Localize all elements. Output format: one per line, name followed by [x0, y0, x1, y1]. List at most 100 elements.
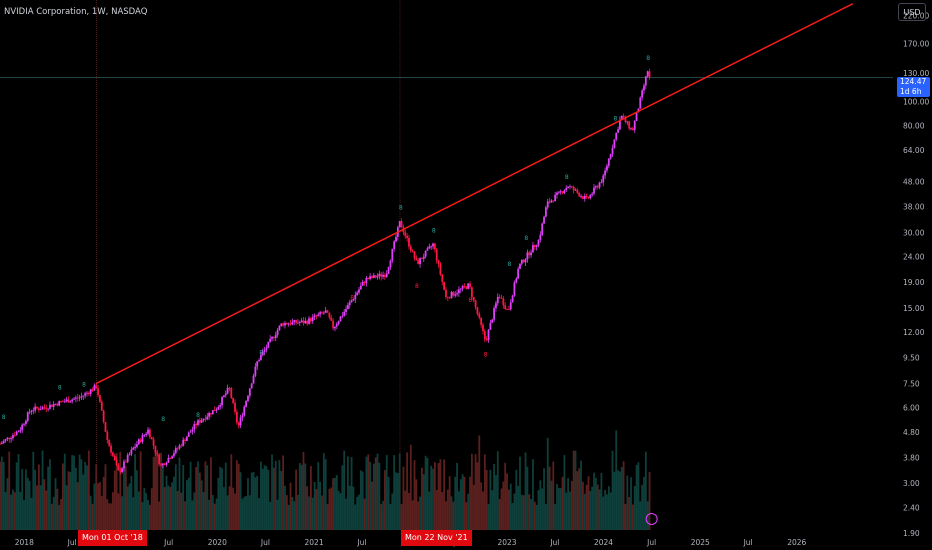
volume-bar: [328, 488, 331, 530]
candle-body: [137, 439, 140, 445]
volume-bar: [317, 462, 320, 530]
volume-bar: [526, 466, 529, 530]
volume-bar: [482, 491, 484, 530]
volume-bar: [39, 485, 42, 530]
candle-body: [160, 464, 162, 466]
signal-marker: 8: [524, 235, 528, 242]
volume-bar: [123, 466, 125, 530]
candle-body: [648, 71, 651, 78]
candle-body: [69, 401, 72, 403]
volume-bar: [439, 459, 442, 530]
signal-marker: 8: [415, 283, 419, 290]
candle-body: [12, 435, 14, 439]
candle-body: [8, 437, 11, 440]
volume-bar: [287, 504, 290, 530]
candle-body: [49, 404, 51, 409]
candle-body: [495, 303, 497, 309]
volume-bar: [217, 477, 220, 530]
volume-bar: [19, 492, 22, 530]
currency-button[interactable]: USD: [898, 3, 926, 21]
volume-bar: [15, 462, 18, 530]
candle-body: [67, 399, 70, 403]
candle-body: [163, 463, 166, 465]
volume-bar: [391, 493, 394, 530]
candle-body: [376, 276, 379, 278]
candle-body: [591, 193, 594, 195]
volume-bar: [337, 490, 340, 530]
volume-bar: [115, 452, 118, 530]
candle-body: [643, 85, 645, 91]
candle-body: [354, 294, 357, 300]
volume-bar: [343, 450, 346, 530]
volume-bar: [637, 462, 640, 530]
volume-bar: [319, 481, 322, 530]
volume-bar: [156, 454, 159, 530]
candle-body: [437, 260, 440, 265]
candle-body: [626, 121, 629, 123]
volume-bar: [274, 460, 277, 530]
volume-bar: [350, 456, 353, 530]
candle-body: [313, 315, 316, 317]
candle-body: [104, 421, 107, 433]
volume-bar: [380, 504, 383, 530]
time-tick-label: Jul: [549, 538, 559, 547]
volume-bar: [635, 464, 638, 530]
price-tick-label: 12.00: [903, 328, 925, 337]
volume-bar: [524, 452, 527, 530]
candle-body: [198, 420, 201, 423]
volume-bar: [167, 485, 170, 530]
volume-bar: [413, 460, 416, 530]
candle-body: [624, 117, 627, 123]
volume-bar: [276, 499, 279, 530]
candle-body: [228, 387, 231, 389]
volume-bar: [197, 461, 199, 530]
candle-body: [428, 246, 431, 249]
volume-bar: [315, 488, 318, 530]
candle-body: [593, 187, 595, 194]
candle-body: [548, 201, 551, 203]
volume-bar: [398, 453, 401, 530]
candle-body: [435, 249, 438, 261]
candle-body: [41, 407, 44, 410]
candle-body: [413, 251, 416, 259]
volume-bar: [346, 456, 349, 530]
volume-bar: [515, 469, 518, 530]
candle-body: [502, 298, 505, 306]
candle-body: [358, 289, 360, 293]
candle-body: [421, 258, 423, 259]
volume-bar: [594, 477, 597, 530]
volume-bar: [450, 496, 453, 530]
candle-body: [167, 457, 170, 463]
candle-body: [295, 320, 297, 323]
candle-body: [195, 423, 198, 426]
volume-bar: [49, 459, 51, 530]
trendline: [96, 3, 854, 385]
crosshair-date-label: Mon 01 Oct '18: [78, 530, 147, 546]
candle-body: [197, 420, 199, 426]
volume-bar: [187, 477, 190, 530]
volume-bar: [432, 468, 434, 530]
candle-body: [115, 460, 118, 465]
volume-bar: [356, 496, 359, 530]
candle-body: [321, 312, 323, 314]
candle-body: [409, 246, 412, 251]
candle-body: [213, 410, 216, 411]
volume-bar: [106, 499, 109, 530]
candle-body: [263, 349, 266, 352]
volume-bar: [82, 474, 85, 530]
signal-marker: 8: [614, 115, 618, 122]
volume-bar: [567, 478, 570, 530]
volume-bar: [430, 465, 433, 530]
volume-bar: [622, 461, 625, 530]
volume-bar: [285, 495, 288, 530]
volume-bar: [530, 499, 532, 530]
volume-bar: [520, 494, 523, 530]
candle-body: [419, 258, 421, 265]
volume-bar: [173, 476, 175, 530]
candle-body: [141, 435, 144, 442]
candle-body: [537, 239, 540, 246]
volume-bar: [43, 479, 46, 530]
candle-body: [206, 416, 209, 420]
candle-body: [533, 245, 536, 247]
